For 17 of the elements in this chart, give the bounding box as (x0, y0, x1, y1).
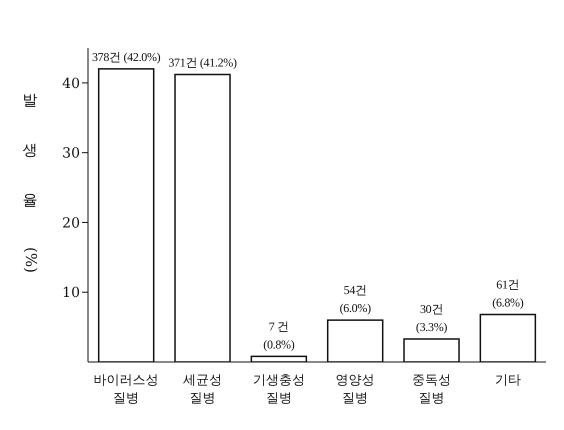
x-tick-label: 세균성 질병 (183, 373, 222, 406)
data-label: 378건 (42.0%) (92, 50, 161, 64)
data-label: 7 건 (0.8%) (263, 319, 295, 352)
x-tick-label: 중독성 질병 (412, 373, 451, 406)
y-tick-label: 20 (62, 215, 80, 232)
text: 발생율(%) (22, 91, 40, 273)
x-tick-label: 바이러스성 질병 (94, 373, 159, 406)
x-tick-label: 기생충성 질병 (252, 373, 305, 406)
data-label: 61건 (6.8%) (492, 278, 524, 310)
y-tick-label: 10 (62, 285, 80, 302)
data-label: 54건 (6.0%) (340, 283, 372, 316)
x-tick-label: 기타 (494, 373, 521, 388)
y-tick-label: 40 (62, 76, 80, 92)
data-label: 30건 (3.3%) (416, 302, 448, 334)
data-label: 371건 (41.2%) (168, 56, 238, 70)
x-tick-label: 영양성 질병 (336, 373, 375, 406)
y-tick-label: 30 (62, 146, 80, 162)
